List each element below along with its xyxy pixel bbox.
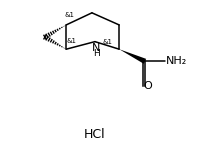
Text: &1: &1 xyxy=(64,12,74,18)
Text: &1: &1 xyxy=(103,39,113,45)
Text: H: H xyxy=(93,49,100,58)
Text: O: O xyxy=(143,81,152,91)
Polygon shape xyxy=(119,49,146,64)
Text: N: N xyxy=(92,43,100,53)
Text: HCl: HCl xyxy=(84,128,106,141)
Text: &1: &1 xyxy=(66,38,76,44)
Text: NH₂: NH₂ xyxy=(165,56,187,66)
